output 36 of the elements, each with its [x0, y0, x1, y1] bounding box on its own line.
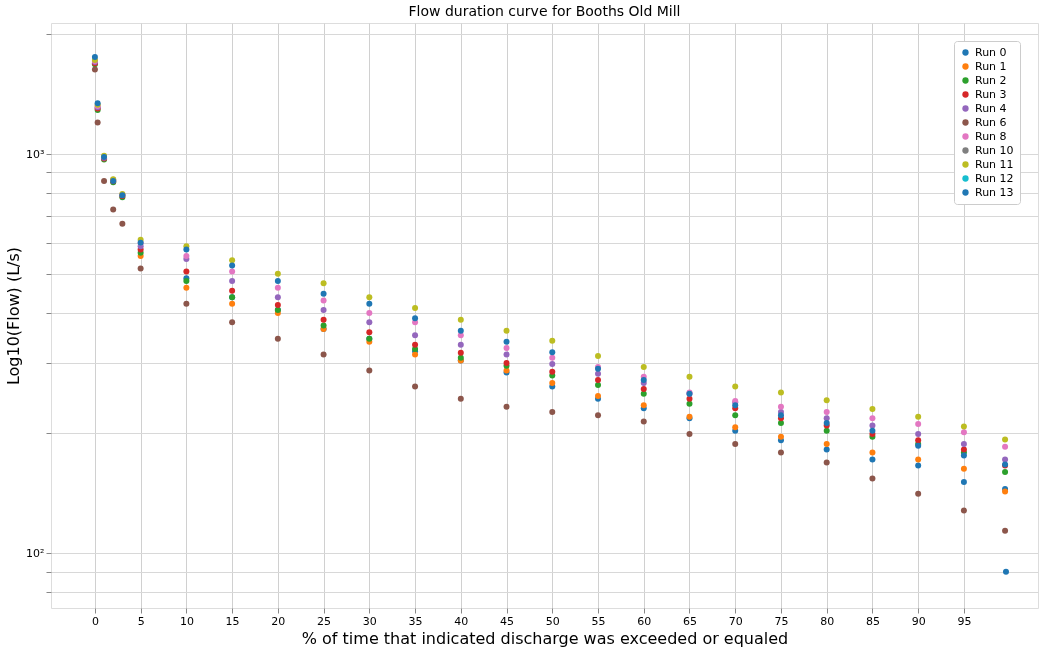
legend-label: Run 10	[975, 143, 1014, 157]
y-tick-label: 10²	[26, 546, 45, 560]
x-tick-label: 35	[408, 614, 423, 628]
x-tick-label: 20	[271, 614, 286, 628]
chart-title: Flow duration curve for Booths Old Mill	[408, 3, 681, 19]
legend-label: Run 3	[975, 87, 1007, 101]
x-tick-label: 5	[137, 614, 145, 628]
x-tick-label: 25	[317, 614, 332, 628]
legend-label: Run 11	[975, 157, 1014, 171]
legend-label: Run 1	[975, 59, 1007, 73]
legend-label: Run 12	[975, 171, 1014, 185]
x-tick-label: 75	[774, 614, 789, 628]
x-axis-title: % of time that indicated discharge was exceeded or equaled	[301, 628, 789, 648]
legend-label: Run 2	[975, 73, 1007, 87]
x-tick-label: 70	[728, 614, 743, 628]
x-tick-label: 10	[179, 614, 194, 628]
x-tick-label: 65	[682, 614, 697, 628]
x-tick-label: 45	[500, 614, 515, 628]
x-tick-label: 85	[865, 614, 880, 628]
x-tick-label: 15	[225, 614, 240, 628]
x-tick-label: 40	[454, 614, 469, 628]
x-tick-label: 60	[637, 614, 652, 628]
legend-label: Run 0	[975, 45, 1007, 59]
x-tick-label: 50	[545, 614, 560, 628]
legend-label: Run 13	[975, 185, 1014, 199]
y-tick-label: 10³	[26, 147, 45, 161]
x-tick-label: 80	[820, 614, 835, 628]
legend-label: Run 4	[975, 101, 1007, 115]
x-tick-label: 0	[91, 614, 99, 628]
legend-label: Run 6	[975, 115, 1007, 129]
x-tick-label: 90	[911, 614, 926, 628]
x-tick-label: 95	[957, 614, 972, 628]
x-tick-label: 55	[591, 614, 606, 628]
y-axis-title: Log10(Flow) (L/s)	[4, 246, 24, 386]
x-tick-label: 30	[362, 614, 377, 628]
legend-label: Run 8	[975, 129, 1007, 143]
